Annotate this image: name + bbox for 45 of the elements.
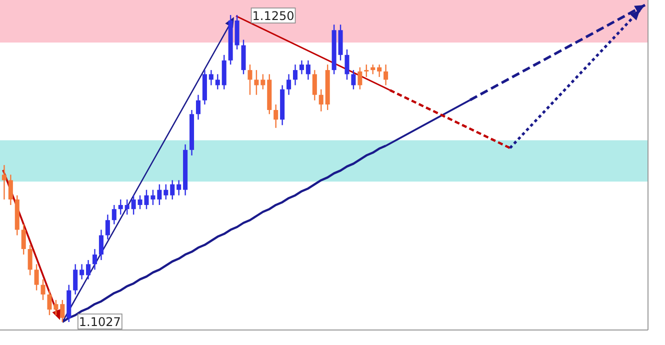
candlestick bbox=[157, 184, 162, 206]
candlestick bbox=[164, 184, 168, 200]
candlestick bbox=[47, 290, 52, 316]
candlestick bbox=[124, 198, 130, 216]
candlestick bbox=[86, 259, 91, 280]
candlestick bbox=[80, 264, 84, 280]
candlestick bbox=[60, 299, 65, 323]
candlestick bbox=[260, 74, 266, 90]
candlestick bbox=[54, 299, 58, 316]
candlestick bbox=[364, 64, 369, 78]
candlestick bbox=[112, 204, 116, 225]
candlestick bbox=[370, 64, 376, 75]
candlestick bbox=[299, 60, 304, 75]
candlestick bbox=[377, 64, 382, 78]
candlestick bbox=[274, 104, 278, 128]
candlestick bbox=[21, 224, 26, 256]
candlestick bbox=[73, 264, 78, 296]
candlestick bbox=[98, 229, 104, 261]
annotation: 1.1250 bbox=[252, 9, 294, 23]
candlestick bbox=[34, 264, 39, 291]
candlestick bbox=[118, 198, 123, 216]
candlestick bbox=[131, 194, 136, 216]
candlestick bbox=[196, 94, 200, 120]
candlestick bbox=[92, 248, 98, 270]
candlestick bbox=[351, 69, 356, 90]
candlestick bbox=[358, 66, 362, 90]
candlestick bbox=[170, 180, 175, 200]
candlestick bbox=[384, 64, 388, 86]
candlestick bbox=[312, 69, 317, 101]
candlestick bbox=[254, 69, 259, 96]
candlestick bbox=[28, 244, 32, 276]
candlestick bbox=[292, 64, 298, 86]
candlestick bbox=[286, 74, 292, 96]
candlestick bbox=[8, 174, 13, 206]
candlestick bbox=[208, 69, 214, 86]
candlestick bbox=[2, 164, 6, 200]
candlestick bbox=[215, 74, 220, 90]
candlestick bbox=[248, 64, 252, 96]
candlestick bbox=[40, 278, 46, 301]
candlestick bbox=[344, 48, 350, 80]
annotation: 1.1027 bbox=[78, 315, 121, 329]
candlestick bbox=[306, 60, 310, 80]
candlestick bbox=[105, 214, 110, 240]
candlestick bbox=[318, 88, 324, 112]
candlestick bbox=[176, 180, 182, 196]
